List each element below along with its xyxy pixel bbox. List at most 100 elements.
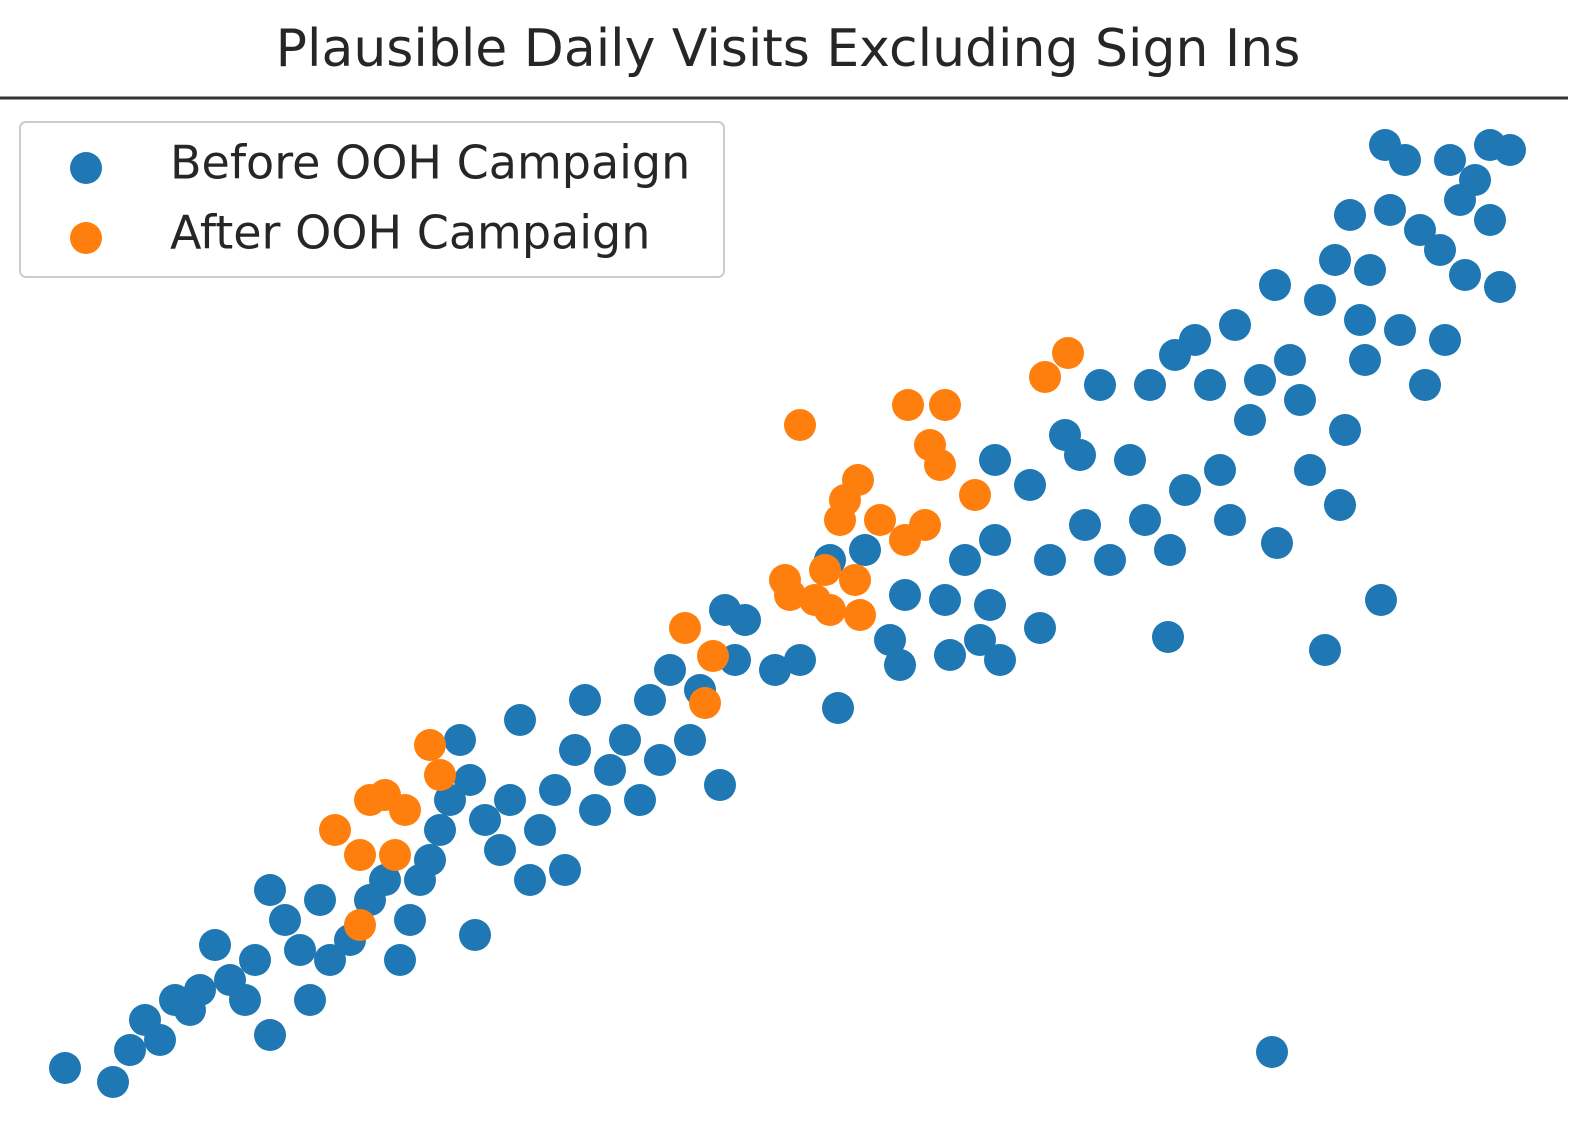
scatter-point [1274,344,1306,376]
scatter-point [929,584,961,616]
scatter-point [1294,454,1326,486]
scatter-point [809,554,841,586]
scatter-point [1329,414,1361,446]
scatter-point [974,589,1006,621]
scatter-point [704,769,736,801]
legend-box [19,121,725,278]
scatter-point [389,794,421,826]
scatter-point [49,1052,81,1084]
scatter-point [634,684,666,716]
scatter-point [1244,364,1276,396]
scatter-point [924,449,956,481]
scatter-point [379,839,411,871]
scatter-point [424,814,456,846]
scatter-point [314,944,346,976]
scatter-point [559,734,591,766]
scatter-point [97,1066,129,1098]
scatter-point [674,724,706,756]
scatter-point [369,864,401,896]
scatter-point [1484,271,1516,303]
scatter-point [1349,344,1381,376]
scatter-point [1319,244,1351,276]
scatter-point [1029,361,1061,393]
scatter-point [644,744,676,776]
scatter-point [1084,369,1116,401]
scatter-point [459,919,491,951]
scatter-point [1424,234,1456,266]
scatter-point [814,594,846,626]
scatter-point [1429,324,1461,356]
scatter-point [539,774,571,806]
scatter-point [1309,634,1341,666]
scatter-point [874,624,906,656]
scatter-point [199,929,231,961]
scatter-point [1304,284,1336,316]
scatter-point [304,884,336,916]
scatter-point [1219,309,1251,341]
scatter-point [784,644,816,676]
scatter-point [1365,584,1397,616]
scatter-point [344,909,376,941]
legend: Before OOH Campaign After OOH Campaign [19,121,725,278]
scatter-point [1234,404,1266,436]
scatter-point [1194,369,1226,401]
scatter-point [1052,337,1084,369]
scatter-point [1256,1036,1288,1068]
scatter-point [344,839,376,871]
scatter-point [1014,469,1046,501]
scatter-point [1152,621,1184,653]
points [49,129,1526,1098]
scatter-point [1324,489,1356,521]
scatter-point [654,654,686,686]
scatter-point [784,409,816,441]
scatter-point [929,389,961,421]
scatter-point [1169,474,1201,506]
scatter-point [1384,314,1416,346]
scatter-point [229,984,261,1016]
legend-marker [70,222,102,254]
scatter-point [759,654,791,686]
scatter-point [979,444,1011,476]
scatter-point [184,974,216,1006]
scatter-point [1261,527,1293,559]
scatter-point [114,1034,146,1066]
scatter-point [414,729,446,761]
scatter-point [964,624,996,656]
scatter-point [424,759,456,791]
scatter-point [524,814,556,846]
scatter-point [849,534,881,566]
scatter-point [884,649,916,681]
scatter-point [1494,134,1526,166]
scatter-point [1354,254,1386,286]
scatter-point [1179,324,1211,356]
legend-label: After OOH Campaign [170,206,650,260]
scatter-point [1374,194,1406,226]
scatter-point [979,524,1011,556]
scatter-point [319,814,351,846]
scatter-point [864,504,896,536]
scatter-point [469,804,501,836]
scatter-point [434,784,466,816]
scatter-point [949,544,981,576]
scatter-point [484,834,516,866]
scatter-point [1334,199,1366,231]
scatter-point [1024,612,1056,644]
scatter-point [609,724,641,756]
scatter-point [444,724,476,756]
scatter-point [579,794,611,826]
scatter-point [822,692,854,724]
scatter-point [254,1019,286,1051]
legend-marker [70,152,102,184]
scatter-point [1344,304,1376,336]
scatter-point [1129,504,1161,536]
scatter-point [254,874,286,906]
scatter-point [889,579,921,611]
scatter-point [239,944,271,976]
scatter-point [269,904,301,936]
scatter-point [729,604,761,636]
scatter-point [1449,259,1481,291]
scatter-point [1459,164,1491,196]
scatter-point [454,764,486,796]
